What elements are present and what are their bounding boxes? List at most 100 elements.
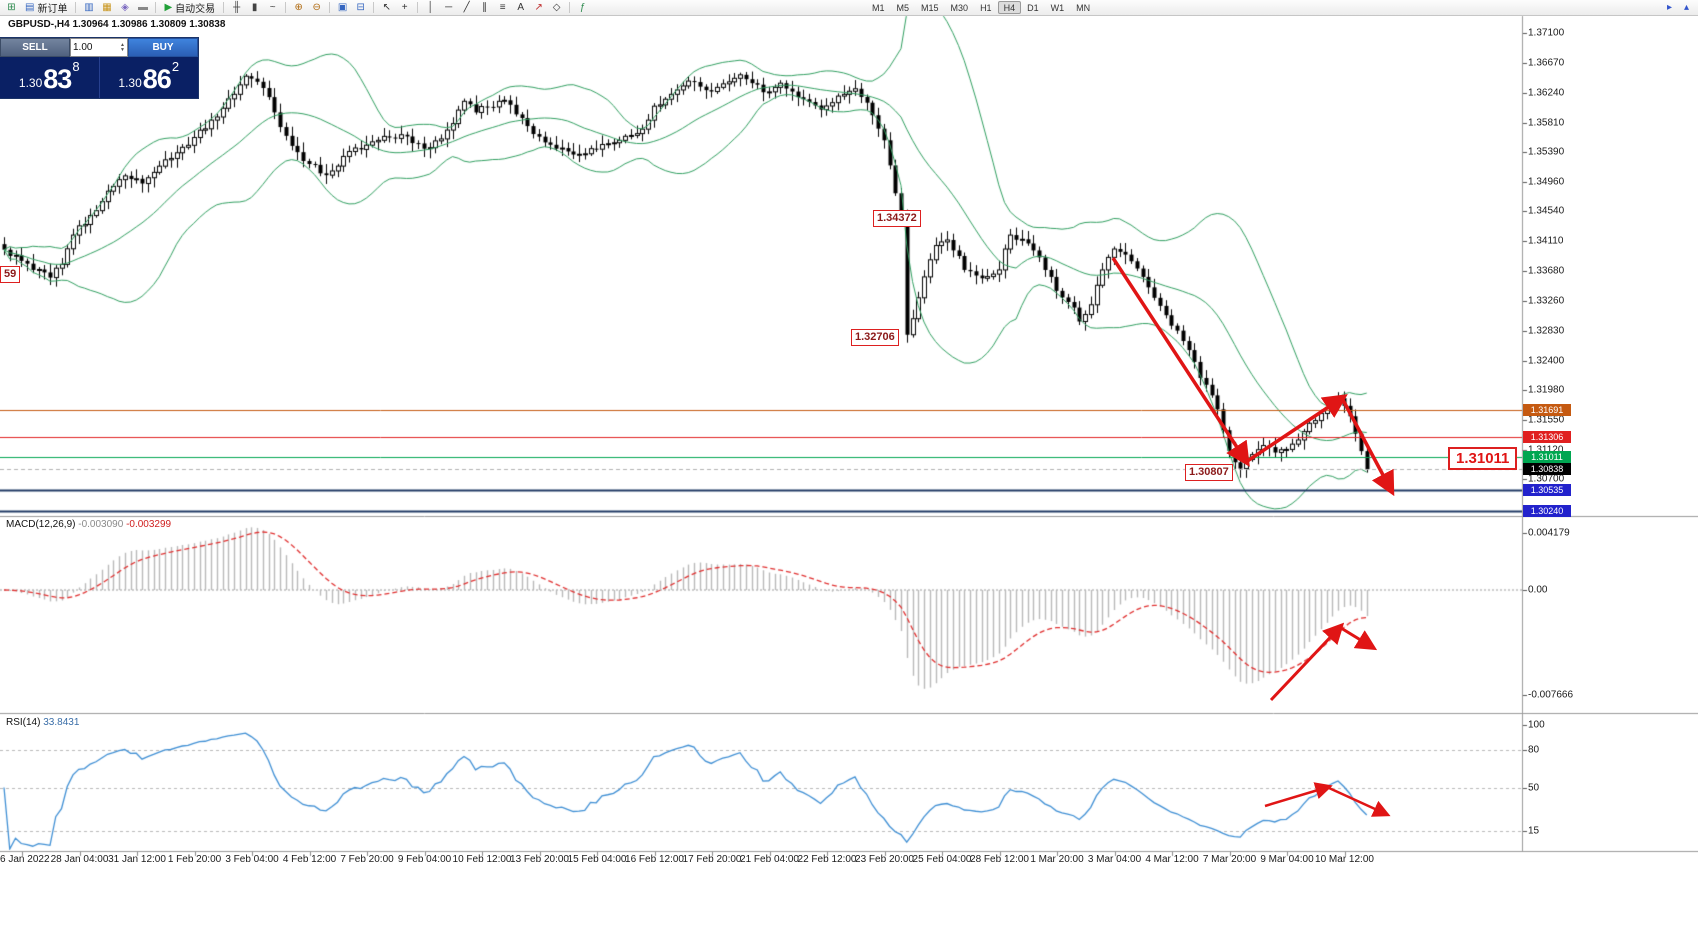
tile-windows-icon[interactable]: ▣ [334,1,351,15]
zoom-out-icon[interactable]: ⊖ [308,1,325,15]
market-watch-icon: ▥ [84,1,94,13]
time-axis-label: 21 Feb 04:00 [740,854,799,865]
terminal-icon: ▬ [137,1,148,13]
vertical-line-icon[interactable]: │ [422,1,439,15]
main-toolbar: ⊞ ▤ 新订单 ▥ ▦ ◈ ▬ ▶ 自动交易 ╫ ▮ ~ ⊕ ⊖ ▣ ⊟ ↖ + │ ─ ╱ ∥ ≡ A ↗ ◇ ƒ M1 M5 M15 M… [0,0,1698,16]
timeframe-w1-button[interactable]: W1 [1050,3,1065,13]
shapes-icon[interactable]: ◇ [548,1,565,15]
time-axis-label: 1 Feb 20:00 [167,854,222,865]
timeframe-h1-button[interactable]: H1 [980,3,992,13]
cursor-icon[interactable]: ↖ [378,1,395,15]
time-axis-label: 22 Feb 12:00 [797,854,857,865]
macd-axis-label: 0.00 [1528,584,1548,596]
line-chart-type-icon[interactable]: ~ [264,1,281,15]
terminal-icon[interactable]: ▬ [134,1,151,15]
market-watch-icon[interactable]: ▥ [80,1,97,15]
sell-button[interactable]: SELL [0,38,70,57]
price-tick-label: 1.35810 [1528,117,1565,129]
zoom-in-icon[interactable]: ⊕ [290,1,307,15]
cursor-icon: ↖ [382,1,391,13]
new-order-button[interactable]: ▤ 新订单 [21,1,71,15]
scroll-right-icon[interactable]: ▸ [1661,1,1678,15]
rsi-axis-label: 80 [1528,744,1540,756]
toolbar-separator [285,2,287,13]
price-tick-label: 1.31980 [1528,384,1565,396]
timeframe-m30-button[interactable]: M30 [950,3,969,13]
chart-symbol-period: GBPUSD-,H4 [8,19,70,30]
time-axis-label: 7 Mar 20:00 [1202,854,1257,865]
macd-axis-label: 0.004179 [1528,527,1570,539]
auto-scroll-icon[interactable]: ▴ [1678,1,1695,15]
volume-field[interactable]: 1.00 ▲ ▼ [70,38,128,57]
bid-price[interactable]: 1.30 83 8 [0,57,100,98]
timeframe-toolbar: M1 M5 M15 M30 H1 H4 D1 W1 MN [866,1,1096,14]
time-axis-label: 3 Mar 04:00 [1087,854,1142,865]
bid-main-digits: 83 [43,64,72,94]
toolbar-right-group: ▸ ▴ [1661,1,1695,15]
price-tick-label: 1.34110 [1528,235,1564,247]
timeframe-h4-button[interactable]: H4 [997,1,1022,14]
scroll-right-icon: ▸ [1666,2,1673,13]
candlestick-type-icon[interactable]: ▮ [246,1,263,15]
text-tool-icon[interactable]: A [512,1,529,15]
price-callout-1.31011: 1.31011 [1448,447,1518,470]
time-axis-label: 1 Mar 20:00 [1030,854,1084,865]
indicators-icon[interactable]: ƒ [574,1,591,15]
price-tick-label: 1.30700 [1528,473,1565,485]
auto-scroll-icon: ▴ [1683,2,1690,13]
price-tick-label: 1.34540 [1528,205,1565,217]
auto-arrange-icon[interactable]: ⊟ [352,1,369,15]
text-tool-icon: A [517,1,524,13]
timeframe-d1-button[interactable]: D1 [1027,3,1039,13]
rsi-name: RSI(14) [6,717,41,728]
time-axis-label: 3 Feb 04:00 [225,854,279,865]
time-axis-label: 9 Feb 04:00 [397,854,452,865]
horizontal-line-icon[interactable]: ─ [440,1,457,15]
toolbar-separator [75,2,77,13]
price-callout-1.34372: 1.34372 [873,210,921,227]
time-axis-label: 9 Mar 04:00 [1260,854,1314,865]
ask-prefix: 1.30 [118,76,142,90]
volume-stepper[interactable]: ▲ ▼ [120,41,125,53]
time-axis-label: 4 Mar 12:00 [1145,854,1199,865]
buy-button[interactable]: BUY [128,38,198,57]
time-axis-label: 10 Mar 12:00 [1315,854,1374,865]
price-tick-label: 1.31120 [1528,444,1564,456]
price-tag-1.30838: 1.30838 [1523,463,1571,476]
price-callout-1.32706: 1.32706 [851,329,899,346]
stepper-down-icon[interactable]: ▼ [120,46,125,53]
timeframe-m5-button[interactable]: M5 [896,3,910,13]
timeframe-m1-button[interactable]: M1 [872,3,885,13]
channel-icon[interactable]: ∥ [476,1,493,15]
data-window-icon[interactable]: ▦ [98,1,115,15]
volume-value[interactable]: 1.00 [73,42,93,53]
auto-arrange-icon: ⊟ [356,1,365,13]
macd-name: MACD(12,26,9) [6,519,76,530]
arrow-tool-icon[interactable]: ↗ [530,1,547,15]
ask-pipette: 2 [171,59,180,74]
price-tag-1.30240: 1.30240 [1523,505,1571,518]
time-axis-label: 16 Feb 12:00 [625,854,684,865]
crosshair-icon[interactable]: + [396,1,413,15]
timeframe-mn-button[interactable]: MN [1076,3,1091,13]
trendline-icon[interactable]: ╱ [458,1,475,15]
ask-price[interactable]: 1.30 86 2 [100,57,199,98]
bid-ask-display: 1.30 83 8 1.30 86 2 [0,57,198,98]
autotrading-button[interactable]: ▶ 自动交易 [160,1,219,15]
bar-chart-type-icon[interactable]: ╫ [228,1,245,15]
price-tick-label: 1.33260 [1528,295,1565,307]
time-axis-label: 17 Feb 20:00 [682,854,742,865]
fibonacci-icon[interactable]: ≡ [494,1,511,15]
trendline-icon: ╱ [463,1,470,13]
price-callout-1.30807: 1.30807 [1185,464,1233,481]
new-chart-icon[interactable]: ⊞ [3,1,20,15]
stepper-up-icon[interactable]: ▲ [120,41,125,48]
fibonacci-icon: ≡ [499,1,506,13]
macd-indicator-label: MACD(12,26,9) -0.003090 -0.003299 [6,519,171,530]
timeframe-m15-button[interactable]: M15 [921,3,939,13]
navigator-icon[interactable]: ◈ [116,1,133,15]
macd-signal-value: -0.003299 [126,519,172,530]
price-tick-label: 1.37100 [1528,27,1565,39]
